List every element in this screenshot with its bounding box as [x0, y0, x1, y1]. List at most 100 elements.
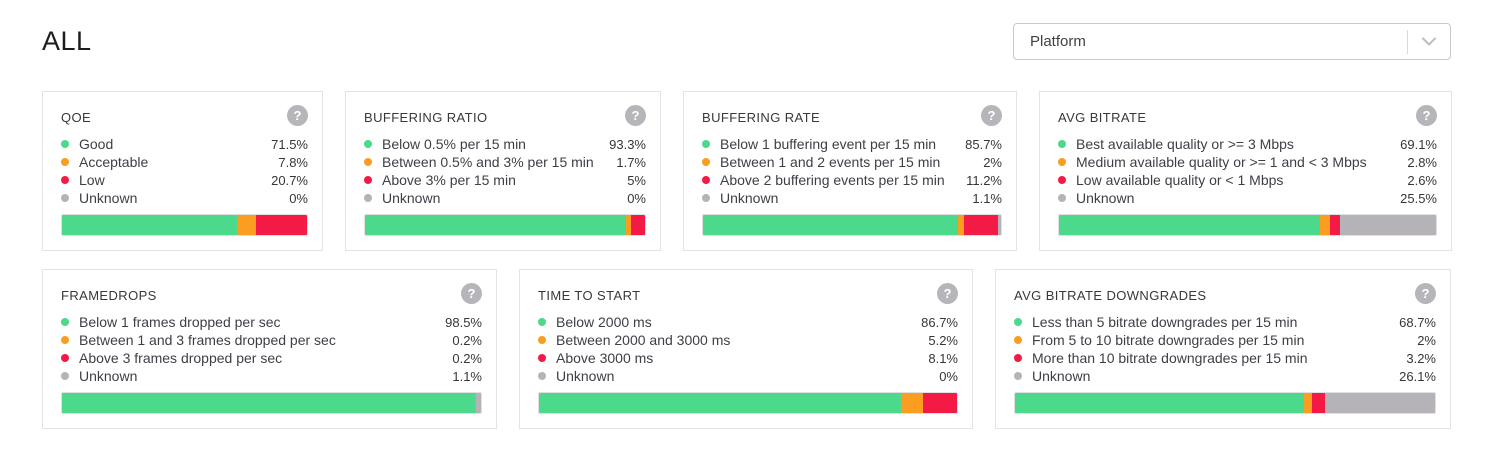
- help-icon[interactable]: ?: [625, 105, 646, 126]
- legend-label: Above 3% per 15 min: [382, 172, 516, 188]
- metric-card-buffering-rate: BUFFERING RATE? Below 1 buffering event p…: [683, 91, 1017, 251]
- legend-dot-icon: [1058, 140, 1066, 148]
- legend-value: 25.5%: [1400, 190, 1437, 206]
- card-header: FRAMEDROPS?: [61, 283, 482, 304]
- card-title: BUFFERING RATIO: [364, 110, 488, 125]
- legend-label: From 5 to 10 bitrate downgrades per 15 m…: [1032, 332, 1305, 348]
- legend-value: 85.7%: [965, 136, 1002, 152]
- legend-label: Unknown: [382, 190, 441, 206]
- bar-segment: [630, 215, 645, 235]
- legend-label: Unknown: [1032, 368, 1091, 384]
- bar-segment: [1311, 393, 1326, 413]
- legend-label: Above 2 buffering events per 15 min: [720, 172, 945, 188]
- legend-dot-icon: [1058, 176, 1066, 184]
- legend-row: Between 1 and 2 events per 15 min 2%: [702, 153, 1002, 171]
- legend-row: Above 2 buffering events per 15 min 11.2%: [702, 171, 1002, 189]
- help-icon[interactable]: ?: [1415, 283, 1436, 304]
- legend-value: 2.8%: [1407, 154, 1437, 170]
- bar-segment: [365, 215, 627, 235]
- topbar: ALL Platform: [0, 0, 1494, 60]
- legend-value: 1.1%: [452, 368, 482, 384]
- legend-label: More than 10 bitrate downgrades per 15 m…: [1032, 350, 1308, 366]
- legend-label: Good: [79, 136, 114, 152]
- metric-card-framedrops: FRAMEDROPS? Below 1 frames dropped per se…: [42, 269, 497, 429]
- legend: Below 1 buffering event per 15 min 85.7% B…: [702, 135, 1002, 207]
- legend: Less than 5 bitrate downgrades per 15 mi…: [1014, 313, 1436, 385]
- card-header: TIME TO START?: [538, 283, 958, 304]
- legend-row: Between 0.5% and 3% per 15 min 1.7%: [364, 153, 646, 171]
- legend-row: Best available quality or >= 3 Mbps 69.1%: [1058, 135, 1437, 153]
- legend-dot-icon: [702, 140, 710, 148]
- legend-row: Below 0.5% per 15 min 93.3%: [364, 135, 646, 153]
- bar-segment: [1339, 215, 1436, 235]
- legend-row: Unknown 0%: [61, 189, 308, 207]
- legend-row: Unknown 1.1%: [61, 367, 482, 385]
- legend-row: Below 1 frames dropped per sec 98.5%: [61, 313, 482, 331]
- legend-row: Below 2000 ms 86.7%: [538, 313, 958, 331]
- legend-label: Above 3000 ms: [556, 350, 654, 366]
- bar-segment: [1303, 393, 1312, 413]
- legend-label: Unknown: [720, 190, 779, 206]
- bar-segment: [964, 215, 998, 235]
- dropdown-divider: [1407, 29, 1408, 54]
- metric-card-avg-bitrate: AVG BITRATE? Best available quality or >=…: [1039, 91, 1452, 251]
- legend-value: 1.1%: [972, 190, 1002, 206]
- legend-value: 11.2%: [966, 172, 1002, 188]
- card-title: FRAMEDROPS: [61, 288, 157, 303]
- legend-label: Less than 5 bitrate downgrades per 15 mi…: [1032, 314, 1298, 330]
- legend-row: Low available quality or < 1 Mbps 2.6%: [1058, 171, 1437, 189]
- chevron-down-icon: [1408, 37, 1450, 46]
- legend-row: Unknown 26.1%: [1014, 367, 1436, 385]
- help-icon[interactable]: ?: [937, 283, 958, 304]
- legend: Below 2000 ms 86.7% Between 2000 and 3000 …: [538, 313, 958, 385]
- legend-label: Medium available quality or >= 1 and < 3…: [1076, 154, 1367, 170]
- page-title: ALL: [42, 26, 92, 56]
- stacked-bar: [364, 214, 646, 236]
- legend-row: Unknown 25.5%: [1058, 189, 1437, 207]
- legend-row: Above 3 frames dropped per sec 0.2%: [61, 349, 482, 367]
- legend-dot-icon: [702, 176, 710, 184]
- legend-value: 0.2%: [452, 332, 482, 348]
- bar-segment: [1059, 215, 1320, 235]
- legend-value: 5.2%: [928, 332, 958, 348]
- bar-segment: [997, 215, 1001, 235]
- legend-dot-icon: [1014, 318, 1022, 326]
- help-icon[interactable]: ?: [981, 105, 1002, 126]
- legend-value: 71.5%: [271, 136, 308, 152]
- legend-dot-icon: [61, 336, 69, 344]
- legend-dot-icon: [702, 194, 710, 202]
- legend: Below 0.5% per 15 min 93.3% Between 0.5% a…: [364, 135, 646, 207]
- help-icon[interactable]: ?: [287, 105, 308, 126]
- legend-row: Between 1 and 3 frames dropped per sec 0.…: [61, 331, 482, 349]
- legend-dot-icon: [61, 372, 69, 380]
- legend-label: Best available quality or >= 3 Mbps: [1076, 136, 1294, 152]
- legend-dot-icon: [1058, 158, 1066, 166]
- legend-row: Less than 5 bitrate downgrades per 15 mi…: [1014, 313, 1436, 331]
- bar-segment: [476, 393, 481, 413]
- legend-dot-icon: [1014, 372, 1022, 380]
- legend-value: 68.7%: [1399, 314, 1436, 330]
- legend-label: Low: [79, 172, 105, 188]
- legend-value: 0%: [627, 190, 646, 206]
- platform-dropdown[interactable]: Platform: [1013, 23, 1451, 60]
- legend-value: 0%: [939, 368, 958, 384]
- help-icon[interactable]: ?: [1416, 105, 1437, 126]
- legend-dot-icon: [1014, 354, 1022, 362]
- legend-row: More than 10 bitrate downgrades per 15 m…: [1014, 349, 1436, 367]
- legend-dot-icon: [364, 194, 372, 202]
- help-icon[interactable]: ?: [461, 283, 482, 304]
- stacked-bar: [538, 392, 958, 414]
- legend-dot-icon: [538, 372, 546, 380]
- legend-row: Below 1 buffering event per 15 min 85.7%: [702, 135, 1002, 153]
- legend-value: 2%: [983, 154, 1002, 170]
- legend-value: 2%: [1417, 332, 1436, 348]
- legend-label: Unknown: [1076, 190, 1135, 206]
- legend-row: Above 3% per 15 min 5%: [364, 171, 646, 189]
- legend-label: Between 1 and 3 frames dropped per sec: [79, 332, 336, 348]
- metric-card-qoe: QOE? Good 71.5% Acceptable 7.8% Low 20.7% Unkno…: [42, 91, 323, 251]
- stacked-bar: [61, 214, 308, 236]
- legend-dot-icon: [364, 176, 372, 184]
- legend-row: Low 20.7%: [61, 171, 308, 189]
- stacked-bar: [1058, 214, 1437, 236]
- bar-segment: [62, 393, 475, 413]
